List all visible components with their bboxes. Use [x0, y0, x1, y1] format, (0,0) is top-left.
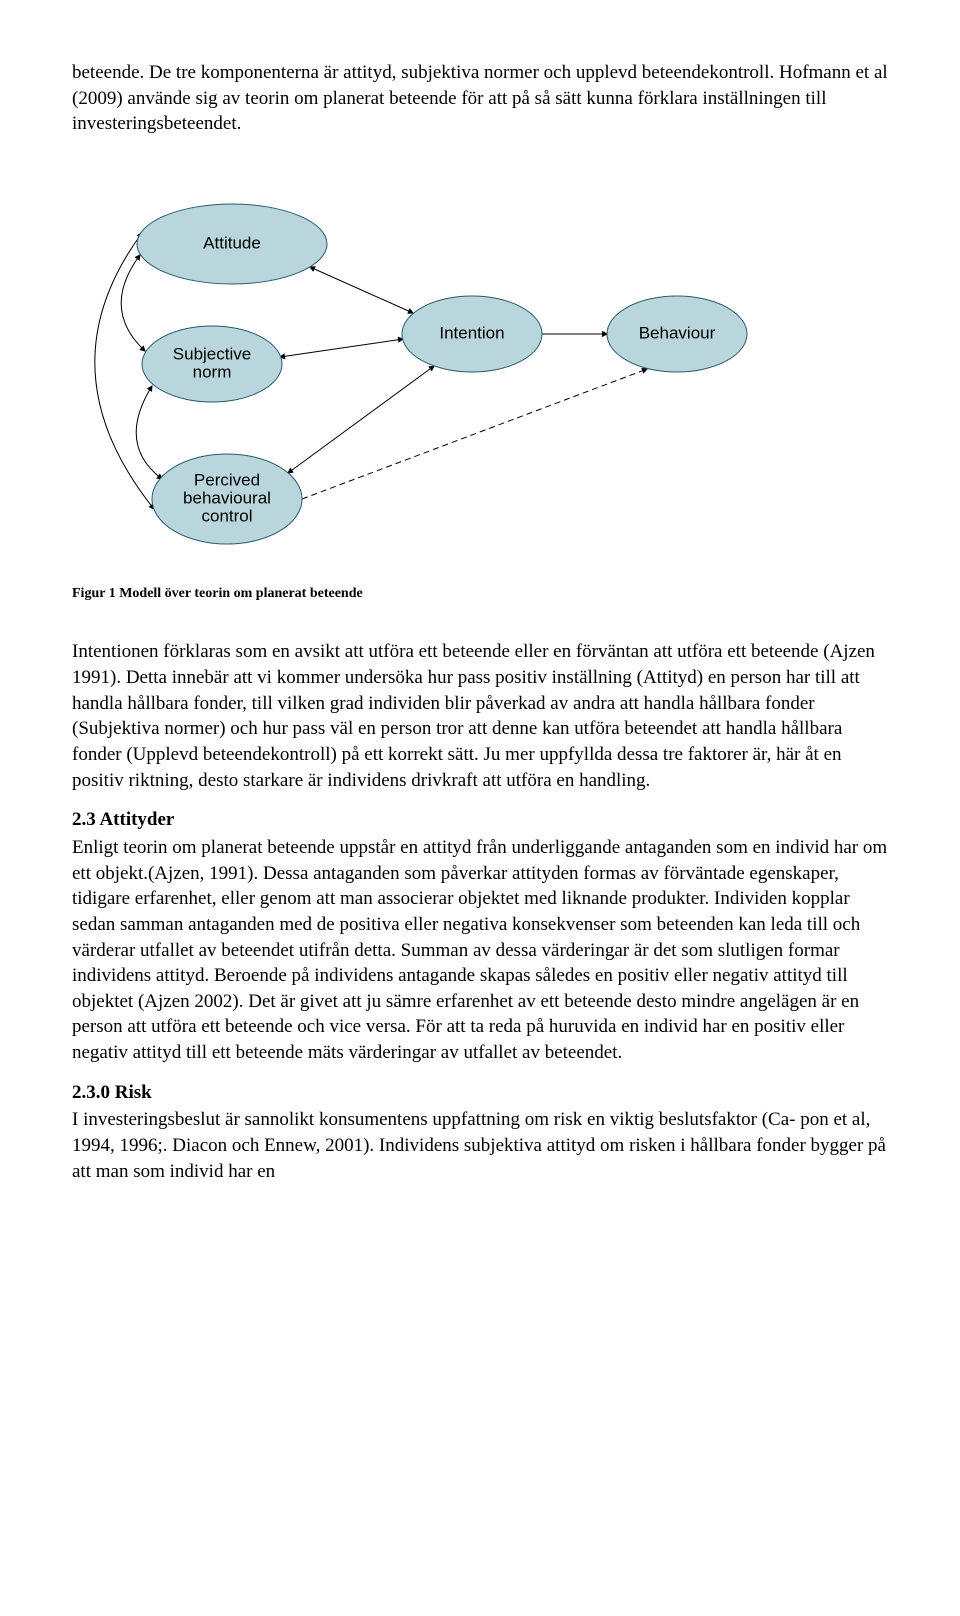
paragraph-attityder: Enligt teorin om planerat beteende uppst… — [72, 835, 888, 1066]
heading-2-3-0: 2.3.0 Risk — [72, 1080, 888, 1106]
svg-text:Percived: Percived — [194, 471, 260, 490]
paragraph-intro: beteende. De tre komponenterna är attity… — [72, 60, 888, 137]
paragraph-intention: Intentionen förklaras som en avsikt att … — [72, 639, 888, 793]
svg-text:Subjective: Subjective — [173, 344, 251, 363]
svg-text:behavioural: behavioural — [183, 488, 271, 507]
svg-text:control: control — [201, 506, 252, 525]
svg-text:Intention: Intention — [439, 323, 504, 342]
tpb-diagram: Attitude Subjectivenorm Percivedbehavioura… — [72, 189, 888, 577]
figure-caption: Figur 1 Modell över teorin om planerat b… — [72, 585, 888, 604]
svg-text:Behaviour: Behaviour — [639, 323, 716, 342]
paragraph-risk: I investeringsbeslut är sannolikt konsum… — [72, 1107, 888, 1184]
svg-text:norm: norm — [193, 362, 232, 381]
svg-text:Attitude: Attitude — [203, 233, 261, 252]
heading-2-3: 2.3 Attityder — [72, 807, 888, 833]
